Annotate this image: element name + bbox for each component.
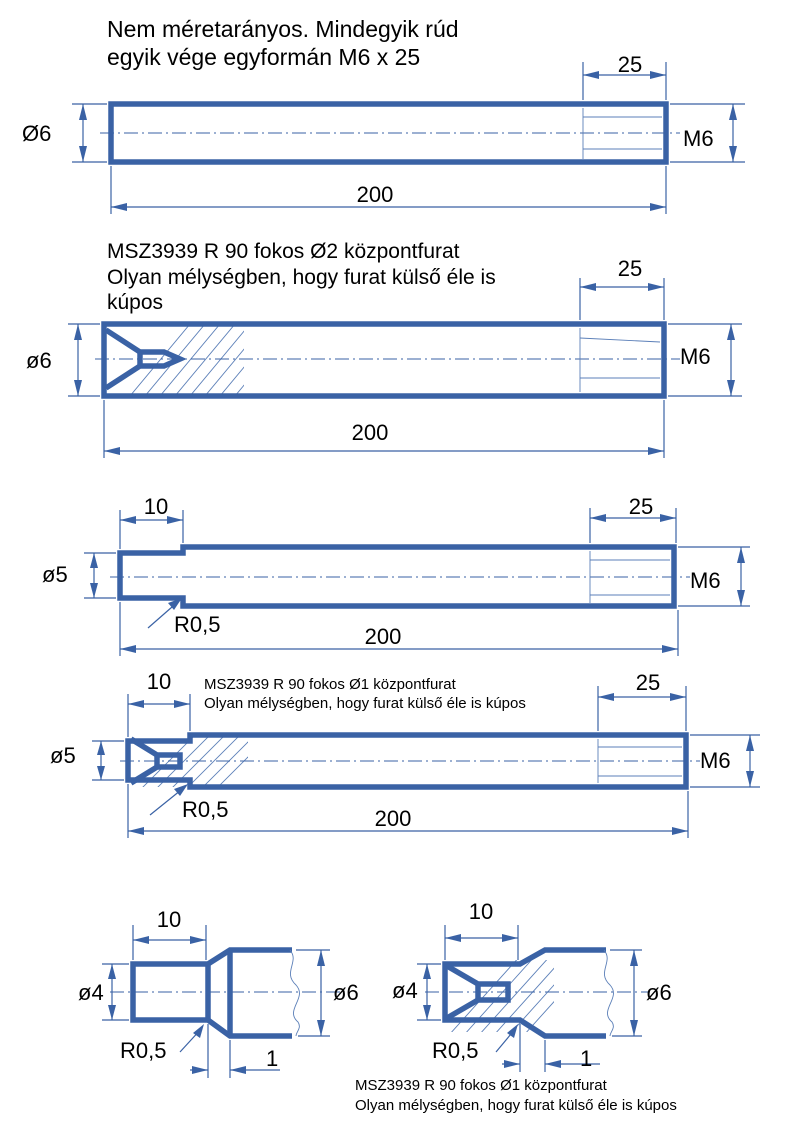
rod-2-outline	[101, 321, 667, 399]
rod-4-diameter-label: ø5	[50, 743, 76, 768]
rod-4-radius-label: R0,5	[182, 797, 228, 822]
rod-1-diameter-label: Ø6	[22, 121, 51, 146]
rod-1-thread-length-label: 25	[618, 52, 642, 77]
rod-1: 200 25 Ø6 M6	[22, 52, 745, 214]
rod-2-note-line2: Olyan mélységben, hogy furat külső éle i…	[107, 266, 496, 289]
detail-left-big-diameter-label: ø6	[333, 980, 359, 1005]
rod-3: 10 25 ø5 M6 R0,5 200	[42, 494, 750, 656]
rod-4-step-length-label: 10	[147, 669, 171, 694]
rod-4-thread-length-label: 25	[636, 670, 660, 695]
detail-right-small-diameter-label: ø4	[392, 978, 418, 1003]
detail-left-chamfer-label: 1	[266, 1046, 278, 1071]
rod-2-note-line3: kúpos	[107, 291, 163, 314]
rod-3-outline	[117, 544, 677, 609]
rod-4-note-line1: MSZ3939 R 90 fokos Ø1 központfurat	[204, 676, 457, 693]
detail-right-chamfer-label: 1	[580, 1046, 592, 1071]
rod-4-thread-label: M6	[700, 748, 731, 773]
detail-left-radius-label: R0,5	[120, 1038, 166, 1063]
header-note-line2: egyik vége egyformán M6 x 25	[107, 44, 420, 70]
rod-3-thread-length-label: 25	[629, 494, 653, 519]
detail-right-big-diameter-label: ø6	[646, 980, 672, 1005]
rod-3-length-label: 200	[365, 624, 402, 649]
detail-left: 10 ø4 ø6 R0,5 1	[78, 907, 359, 1078]
rod-3-step-length-label: 10	[144, 494, 168, 519]
detail-left-outline	[130, 947, 292, 1039]
rod-2-thread-label: M6	[680, 344, 711, 369]
rod-4-center-drill	[129, 736, 183, 786]
rod-3-diameter-label: ø5	[42, 562, 68, 587]
rod-1-thread-label: M6	[683, 126, 714, 151]
detail-left-small-diameter-label: ø4	[78, 980, 104, 1005]
rod-4-note-line2: Olyan mélységben, hogy furat külső éle i…	[204, 695, 526, 712]
rod-2-note-line1: MSZ3939 R 90 fokos Ø2 központfurat	[107, 240, 460, 263]
rod-4-outline	[125, 732, 689, 790]
detail-right-radius-label: R0,5	[432, 1038, 478, 1063]
rod-2: 200 25 ø6 M6	[26, 256, 742, 458]
detail-right-note-line2: Olyan mélységben, hogy furat külső éle i…	[355, 1097, 677, 1114]
detail-left-break-line	[289, 949, 300, 1037]
rod-3-radius-label: R0,5	[174, 612, 220, 637]
detail-right-note-line1: MSZ3939 R 90 fokos Ø1 központfurat	[355, 1077, 608, 1094]
detail-right: 10 ø4 ø6 R0,5 1	[392, 899, 672, 1072]
detail-left-step-length-label: 10	[157, 907, 181, 932]
header-note-line1: Nem méretarányos. Mindegyik rúd	[107, 16, 459, 42]
rod-2-diameter-label: ø6	[26, 348, 52, 373]
detail-right-step-length-label: 10	[469, 899, 493, 924]
detail-right-break-line	[603, 949, 614, 1037]
rod-3-thread-label: M6	[690, 568, 721, 593]
rod-2-thread-length-label: 25	[618, 256, 642, 281]
rod-4: 10 25 ø5 M6 R0,5 200	[50, 669, 760, 838]
rod-2-length-label: 200	[352, 420, 389, 445]
rod-1-length-label: 200	[357, 182, 394, 207]
rod-4-length-label: 200	[375, 806, 412, 831]
